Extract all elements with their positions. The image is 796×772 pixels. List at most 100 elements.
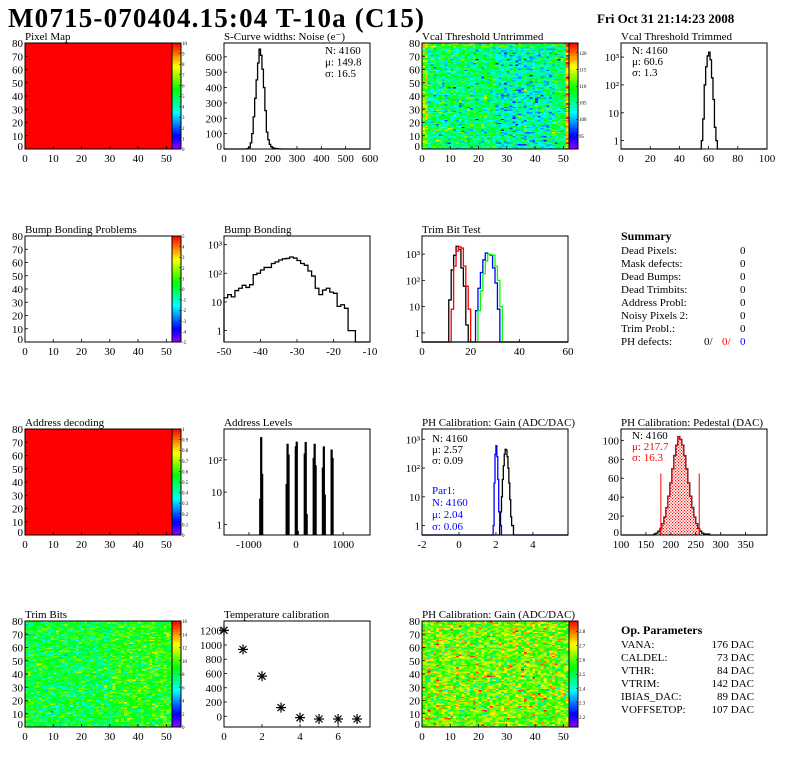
heatmap-cell — [447, 99, 451, 102]
heatmap-cell — [503, 52, 508, 54]
heatmap-cell — [484, 69, 488, 72]
heatmap-cell — [520, 146, 525, 148]
heatmap-cell — [552, 111, 556, 114]
heatmap-cell — [422, 45, 426, 48]
heatmap-cell — [506, 78, 510, 81]
heatmap-cell — [450, 56, 454, 58]
heatmap-cell — [472, 122, 477, 125]
heatmap-cell — [543, 53, 547, 56]
heatmap-cell — [444, 66, 448, 69]
heatmap-cell — [543, 96, 547, 98]
heatmap-cell — [427, 65, 431, 68]
heatmap-cell — [455, 62, 460, 65]
heatmap-cell — [529, 121, 533, 123]
heatmap-cell — [478, 122, 482, 125]
heatmap-cell — [455, 84, 460, 86]
heatmap-cell — [447, 70, 451, 73]
heatmap-cell — [543, 107, 547, 110]
color-scale-band — [172, 144, 181, 148]
heatmap-cell — [441, 46, 445, 49]
heatmap-cell — [537, 102, 542, 105]
heatmap-cell — [523, 102, 527, 105]
heatmap-cell — [430, 141, 434, 143]
heatmap-cell — [447, 50, 451, 53]
heatmap-cell — [444, 130, 448, 133]
heatmap-cell — [455, 58, 460, 61]
heatmap-cell — [458, 123, 462, 126]
heatmap-cell — [492, 147, 496, 150]
heatmap-cell — [453, 142, 457, 145]
heatmap-cell — [546, 133, 550, 135]
heatmap-cell — [441, 58, 445, 61]
heatmap-cell — [438, 62, 443, 65]
heatmap-cell — [512, 115, 516, 118]
heatmap-cell — [450, 45, 454, 48]
heatmap-cell — [489, 122, 493, 125]
panel-title: Address decoding — [25, 417, 105, 429]
heatmap-cell — [537, 62, 542, 65]
heatmap-cell — [467, 43, 471, 45]
heatmap-cell — [453, 135, 457, 138]
heatmap-cell — [455, 93, 460, 95]
heatmap-cell — [520, 114, 525, 117]
heatmap-cell — [535, 113, 539, 115]
heatmap-cell — [529, 99, 533, 102]
heatmap-cell — [557, 62, 561, 65]
heatmap-cell — [424, 93, 428, 95]
heatmap-cell — [512, 117, 516, 119]
heatmap-cell — [495, 126, 499, 129]
heatmap-cell — [436, 62, 440, 65]
heatmap-cell — [492, 48, 496, 50]
heatmap-cell — [478, 92, 482, 94]
heatmap-cell — [501, 45, 505, 48]
heatmap-cell — [509, 131, 513, 134]
heatmap-cell — [478, 127, 482, 130]
heatmap-cell — [467, 74, 471, 77]
heatmap-cell — [427, 62, 431, 65]
heatmap-cell — [535, 114, 539, 117]
heatmap-cell — [453, 68, 457, 70]
heatmap-cell — [478, 73, 482, 76]
heatmap-cell — [438, 78, 443, 81]
heatmap-cell — [501, 126, 505, 129]
heatmap-cell — [489, 82, 493, 85]
heatmap-cell — [433, 96, 437, 98]
heatmap-cell — [515, 86, 519, 89]
heatmap-cell — [464, 122, 468, 125]
heatmap-cell — [433, 57, 437, 60]
heatmap-cell — [475, 65, 479, 68]
heatmap-cell — [441, 74, 445, 77]
heatmap-cell — [501, 60, 505, 62]
heatmap-cell — [481, 123, 485, 126]
heatmap-cell — [458, 134, 462, 137]
heatmap-cell — [489, 50, 493, 53]
heatmap-cell — [506, 98, 510, 101]
heatmap-cell — [472, 93, 477, 95]
heatmap-cell — [450, 125, 454, 127]
heatmap-cell — [489, 78, 493, 81]
heatmap-cell — [543, 134, 547, 137]
heatmap-cell — [503, 93, 508, 95]
heatmap-cell — [503, 82, 508, 85]
heatmap-cell — [422, 138, 426, 141]
heatmap-cell — [436, 138, 440, 141]
heatmap-cell — [543, 111, 547, 114]
x-tick-label: 60 — [703, 153, 715, 165]
heatmap-cell — [529, 74, 533, 77]
heatmap-cell — [512, 110, 516, 113]
heatmap-cell — [470, 86, 474, 89]
heatmap-cell — [503, 44, 508, 46]
heatmap-cell — [458, 106, 462, 109]
heatmap-cell — [509, 145, 513, 147]
heatmap-cell — [472, 65, 477, 68]
heatmap-cell — [549, 45, 553, 48]
heatmap-cell — [433, 86, 437, 89]
heatmap-cell — [478, 114, 482, 117]
heatmap-cell — [450, 133, 454, 135]
heatmap-cell — [464, 126, 468, 129]
heatmap-cell — [487, 88, 491, 90]
heatmap-cell — [458, 54, 462, 57]
color-scale-tick-label: 0.3 — [182, 502, 189, 507]
heatmap-cell — [453, 65, 457, 68]
heatmap-cell — [436, 88, 440, 90]
